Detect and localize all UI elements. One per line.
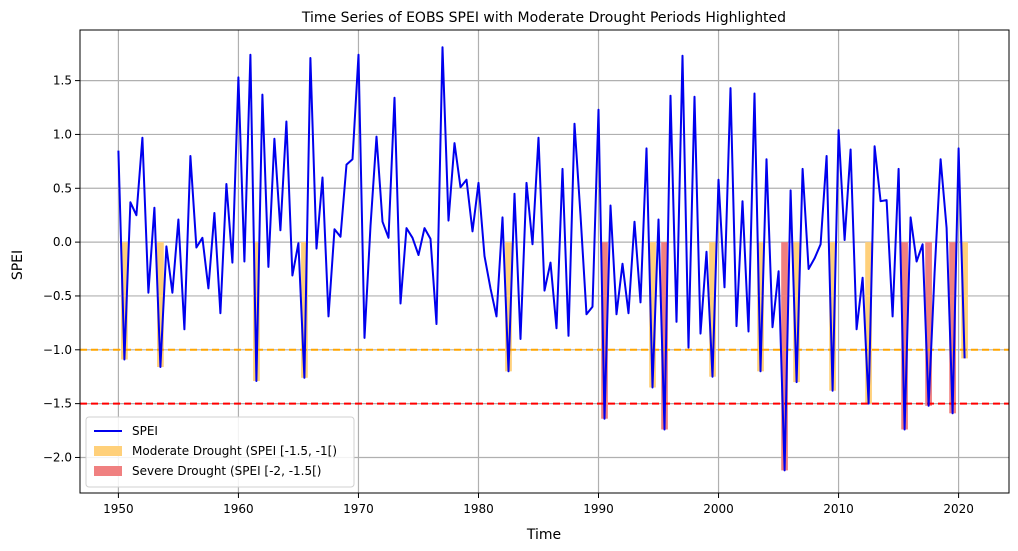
legend: SPEI Moderate Drought (SPEI [-1.5, -1[) Se… [85,416,355,488]
drought-fill-bar [649,242,656,388]
y-axis-ticks: −2.0 −1.5 −1.0 −0.5 0.0 0.5 1.0 1.5 [43,74,80,464]
y-axis-label: SPEI [10,250,26,280]
x-axis-label: Time [526,527,561,543]
y-tick-label: −1.5 [43,397,72,411]
drought-fill-bar [901,242,908,430]
drought-fill-bar [709,242,716,377]
x-tick-label: 2000 [703,502,734,516]
drought-fill-bar [661,242,668,430]
x-axis-ticks: 1950 1960 1970 1980 1990 2000 2010 2020 [103,493,974,516]
drought-fill-bar [601,242,608,419]
legend-label: Severe Drought (SPEI [-2, -1.5[) [132,464,321,478]
drought-fill-bar [793,242,800,383]
series-layer [117,46,966,472]
drought-fill-bar [865,242,872,404]
chart-title: Time Series of EOBS SPEI with Moderate D… [301,10,786,26]
x-tick-label: 1980 [463,502,494,516]
drought-fill-bar [505,242,512,372]
x-tick-label: 2020 [943,502,974,516]
y-tick-label: 0.5 [53,181,72,195]
drought-fill-bar [961,242,968,359]
x-tick-label: 1950 [103,502,134,516]
drought-fill-bar [253,242,260,382]
y-tick-label: −2.0 [43,450,72,464]
series-line-spei [117,46,966,472]
drought-fill-bar [121,242,128,360]
y-tick-label: −1.0 [43,343,72,357]
drought-fill-bar [157,242,164,368]
x-tick-label: 2010 [823,502,854,516]
drought-fill-bar [829,242,836,391]
threshold-lines [80,348,1009,405]
y-tick-label: 0.0 [53,235,72,249]
drought-fill-bar [757,242,764,372]
x-tick-label: 1970 [343,502,374,516]
legend-swatch-patch [94,446,122,456]
legend-label: SPEI [132,424,158,438]
y-tick-label: −0.5 [43,289,72,303]
legend-swatch-patch [94,466,122,476]
drought-fill-bar [781,242,788,471]
drought-fill-bar [301,242,308,378]
drought-fill-bar [949,242,956,414]
legend-box [85,416,355,488]
drought-fills [121,242,968,471]
x-tick-label: 1990 [583,502,614,516]
y-tick-label: 1.0 [53,127,72,141]
drought-fill-bar [925,242,932,406]
y-tick-label: 1.5 [53,74,72,88]
plot-frame [79,29,1010,494]
legend-label: Moderate Drought (SPEI [-1.5, -1[) [132,444,337,458]
x-tick-label: 1960 [223,502,254,516]
